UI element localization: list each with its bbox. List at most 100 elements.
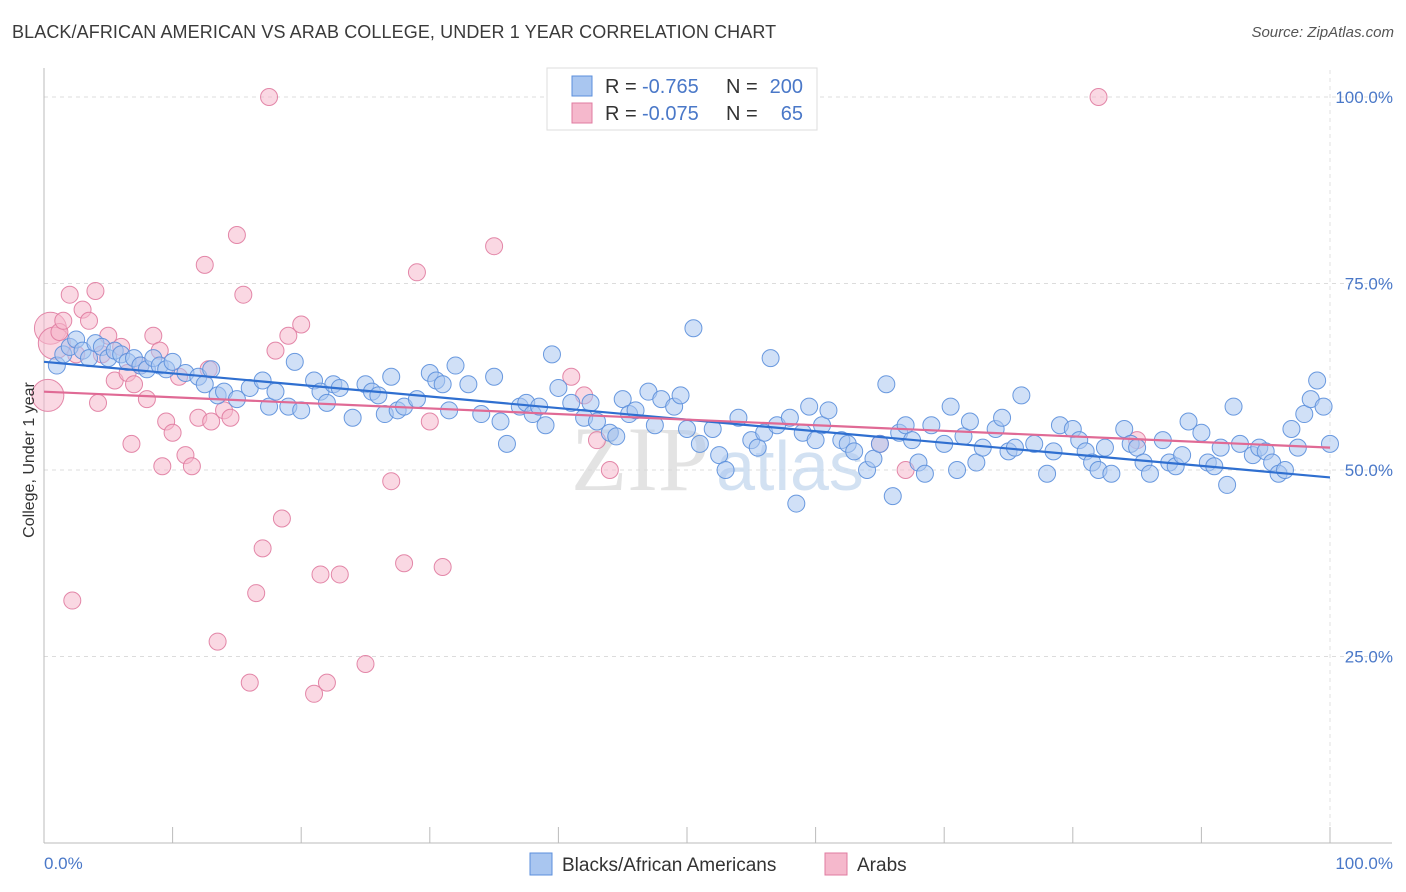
blacks-point-64 bbox=[562, 393, 581, 412]
arabs-point-26 bbox=[195, 255, 214, 274]
blacks-point-102 bbox=[870, 434, 889, 453]
blacks-point-78 bbox=[678, 419, 696, 438]
arabs-point-40 bbox=[292, 315, 311, 334]
arabs-point-58 bbox=[1089, 88, 1108, 106]
arabs-point-17 bbox=[137, 390, 156, 409]
blacks-point-122 bbox=[1012, 386, 1031, 405]
arabs-point-0 bbox=[31, 378, 65, 412]
legend-swatch-blue bbox=[571, 75, 593, 97]
arabs-point-51 bbox=[485, 237, 504, 256]
blacks-point-96 bbox=[819, 401, 838, 420]
bottom-legend-swatch-blue bbox=[529, 852, 553, 876]
trend-lines bbox=[43, 360, 1331, 479]
x-tick-label-1: 100.0% bbox=[1335, 854, 1393, 873]
chart-source: Source: ZipAtlas.com bbox=[1251, 24, 1394, 41]
arabs-point-5 bbox=[60, 285, 79, 304]
bottom-legend: Blacks/African Americans Arabs bbox=[529, 852, 907, 876]
blacks-point-103 bbox=[877, 375, 896, 394]
blacks-point-124 bbox=[1038, 464, 1057, 483]
blacks-point-83 bbox=[716, 461, 735, 479]
blacks-point-156 bbox=[1275, 461, 1294, 479]
arabs-point-28 bbox=[208, 632, 227, 651]
arabs-point-41 bbox=[305, 684, 324, 703]
y-tick-label-1: 50.0% bbox=[1345, 461, 1393, 480]
blacks-point-70 bbox=[613, 390, 632, 409]
arabs-point-27 bbox=[202, 412, 221, 431]
blacks-point-157 bbox=[1282, 419, 1301, 438]
legend-n-label-2: N = bbox=[726, 103, 758, 125]
y-tick-label-3: 100.0% bbox=[1335, 88, 1393, 107]
arabs-point-42 bbox=[311, 565, 330, 584]
arabs-point-15 bbox=[125, 375, 144, 394]
legend-r-value-2: -0.075 bbox=[642, 103, 699, 125]
blacks-point-32 bbox=[292, 401, 311, 420]
arabs-point-43 bbox=[317, 673, 336, 692]
arabs-point-55 bbox=[600, 461, 619, 479]
arabs-point-48 bbox=[407, 263, 426, 282]
blacks-point-134 bbox=[1115, 419, 1134, 438]
blacks-point-38 bbox=[343, 408, 362, 427]
arabs-point-34 bbox=[247, 584, 266, 603]
arabs-point-60 bbox=[63, 591, 82, 610]
blacks-point-142 bbox=[1173, 446, 1192, 465]
y-axis-title: College, Under 1 year bbox=[21, 382, 38, 538]
arabs-point-31 bbox=[227, 226, 246, 245]
blacks-point-99 bbox=[845, 442, 864, 461]
blacks-point-31 bbox=[285, 352, 304, 371]
blacks-point-138 bbox=[1140, 464, 1159, 483]
arabs-point-47 bbox=[395, 554, 414, 573]
arabs-point-18 bbox=[144, 326, 163, 345]
blacks-point-69 bbox=[607, 427, 626, 446]
blacks-point-86 bbox=[748, 438, 767, 457]
arabs-point-4 bbox=[54, 311, 73, 330]
blacks-point-104 bbox=[883, 487, 902, 506]
legend-n-label-1: N = bbox=[726, 76, 758, 98]
bottom-legend-blacks: Blacks/African Americans bbox=[562, 855, 776, 876]
blacks-point-55 bbox=[491, 412, 510, 431]
arabs-point-46 bbox=[382, 472, 401, 491]
blacks-point-61 bbox=[536, 416, 555, 435]
blacks-point-41 bbox=[369, 386, 388, 405]
blacks-point-49 bbox=[433, 375, 452, 394]
blacks-point-132 bbox=[1095, 438, 1114, 457]
blacks-point-67 bbox=[587, 412, 606, 431]
arabs-point-9 bbox=[86, 281, 105, 300]
blacks-point-82 bbox=[710, 446, 729, 465]
arabs-point-50 bbox=[433, 557, 452, 576]
blacks-point-56 bbox=[497, 434, 516, 453]
arabs-trend-line bbox=[43, 390, 1331, 449]
blacks-point-119 bbox=[993, 408, 1012, 427]
blacks-point-88 bbox=[761, 349, 780, 368]
arabs-point-37 bbox=[266, 341, 285, 360]
arabs-point-24 bbox=[182, 457, 201, 476]
blacks-point-29 bbox=[266, 382, 285, 401]
arabs-point-39 bbox=[279, 326, 298, 345]
arabs-point-8 bbox=[80, 311, 99, 330]
blacks-point-43 bbox=[382, 367, 401, 386]
blacks-point-116 bbox=[967, 453, 986, 472]
blacks-point-54 bbox=[485, 367, 504, 386]
bottom-legend-arabs: Arabs bbox=[857, 855, 907, 876]
y-tick-label-0: 25.0% bbox=[1345, 648, 1393, 667]
blacks-point-77 bbox=[671, 386, 690, 405]
arabs-point-45 bbox=[356, 654, 375, 673]
chart-title: BLACK/AFRICAN AMERICAN VS ARAB COLLEGE, … bbox=[12, 22, 777, 42]
blacks-point-158 bbox=[1288, 438, 1307, 457]
axes bbox=[43, 68, 1392, 844]
blacks-point-163 bbox=[1321, 434, 1339, 453]
blacks-point-149 bbox=[1224, 397, 1243, 416]
arabs-point-36 bbox=[260, 88, 279, 106]
blacks-point-93 bbox=[800, 397, 819, 416]
arabs-point-49 bbox=[420, 412, 439, 431]
blacks-point-109 bbox=[915, 464, 934, 483]
blacks-point-46 bbox=[407, 390, 426, 409]
blacks-point-91 bbox=[787, 494, 806, 513]
blacks-point-52 bbox=[459, 375, 478, 394]
legend-box: R = -0.765 N = 200 R = -0.075 N = 65 bbox=[546, 67, 818, 131]
blacks-point-63 bbox=[549, 378, 568, 397]
arabs-point-33 bbox=[240, 673, 259, 692]
bottom-legend-swatch-pink bbox=[824, 852, 848, 876]
blacks-point-113 bbox=[948, 461, 967, 479]
tick-labels: 25.0% 50.0% 75.0% 100.0% 0.0% 100.0% bbox=[44, 88, 1393, 873]
